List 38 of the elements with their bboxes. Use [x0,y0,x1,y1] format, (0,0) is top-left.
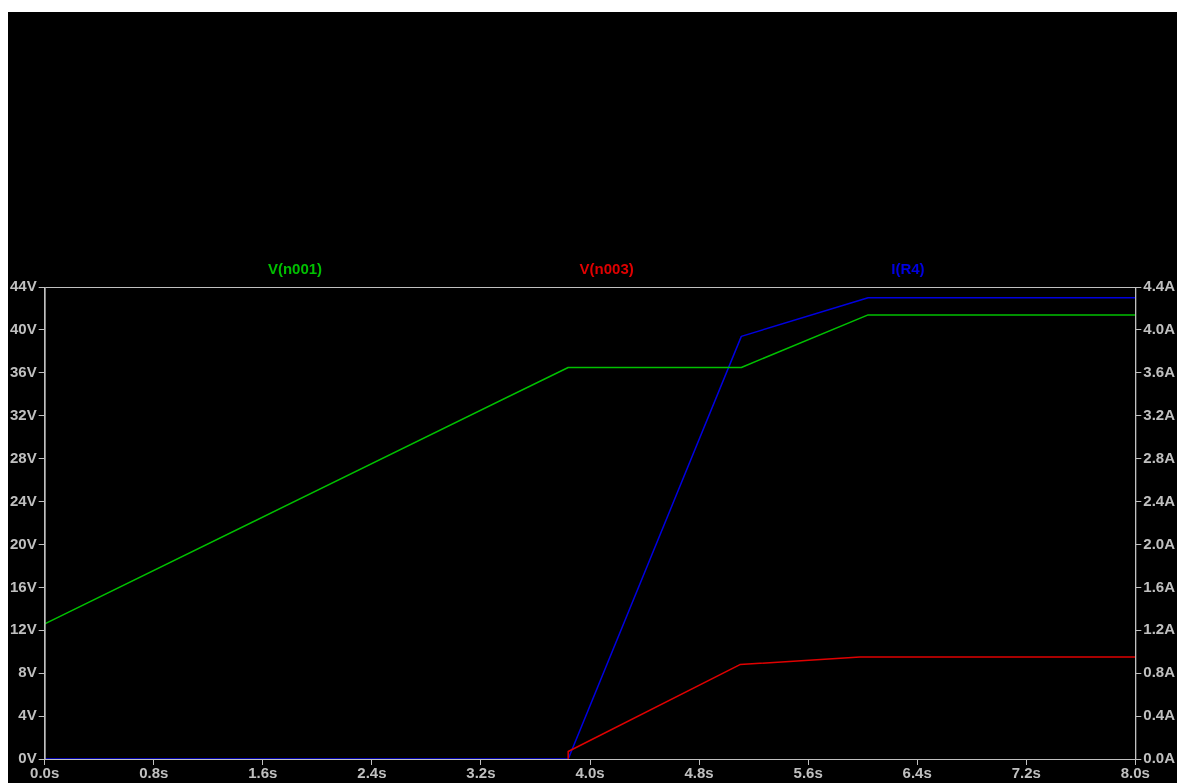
y-tick-label: 40V [9,320,37,338]
y2-tick-label: 0.0A [1143,749,1176,767]
x-tick-label: 0.8s [139,764,169,782]
x-tick-label: 1.6s [248,764,278,782]
x-tick-label: 0.0s [30,764,60,782]
y2-tick-label: 0.8A [1143,663,1176,681]
x-tick-label: 8.0s [1120,764,1150,782]
y2-tick-label: 3.2A [1143,405,1176,423]
y2-tick-label: 0.4A [1143,706,1176,724]
y2-tick-label: 1.2A [1143,620,1176,638]
y2-tick-label: 1.6A [1143,577,1176,595]
y-tick-label: 16V [9,577,37,595]
x-tick-label: 6.4s [902,764,932,782]
text: V(n003) [579,259,634,277]
y-tick-label: 12V [9,620,37,638]
y-tick-label: 8V [18,663,37,681]
y-tick-label: 20V [9,534,37,552]
y2-tick-label: 3.6A [1143,362,1176,380]
y-tick-label: 44V [9,277,37,295]
y2-tick-label: 4.4A [1143,277,1176,295]
x-tick-label: 5.6s [793,764,823,782]
y2-tick-label: 2.8A [1143,448,1176,466]
x-tick-label: 7.2s [1011,764,1041,782]
y2-tick-label: 4.0A [1143,320,1176,338]
y-tick-label: 36V [9,362,37,380]
x-tick-label: 4.0s [575,764,605,782]
y-tick-label: 28V [9,448,37,466]
text: V(n001) [267,259,323,277]
y-tick-label: 24V [9,491,37,509]
x-tick-label: 4.8s [684,764,714,782]
series-label: I(R4) [891,259,925,277]
y-tick-label: 4V [18,706,37,724]
y2-tick-label: 2.0A [1143,534,1176,552]
x-tick-label: 3.2s [466,764,496,782]
y-tick-label: 32V [9,405,37,423]
x-tick-label: 2.4s [357,764,387,782]
y2-tick-label: 2.4A [1143,491,1176,509]
y-tick-label: 0V [18,749,37,767]
